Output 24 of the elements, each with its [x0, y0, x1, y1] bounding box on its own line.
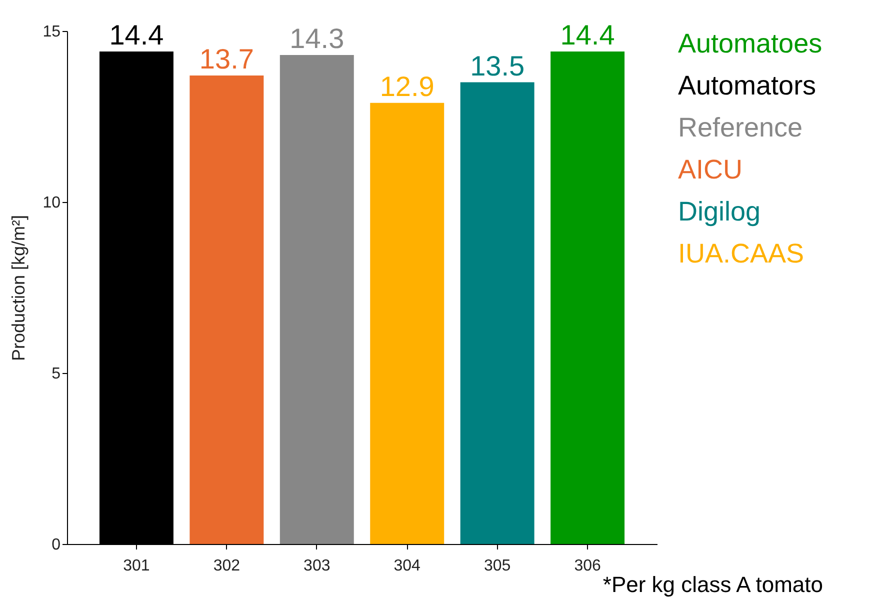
data-label: 12.9 [380, 70, 434, 102]
data-label: 14.3 [290, 22, 344, 54]
data-label: 13.7 [199, 43, 254, 74]
x-tick-label: 304 [394, 558, 421, 574]
text: Reference [678, 112, 803, 142]
x-tick-label: 305 [484, 558, 511, 574]
x-tick-label: 302 [213, 558, 240, 574]
data-label: 14.4 [560, 20, 615, 51]
series-label: Automatoes [678, 28, 822, 58]
y-tick-label: 0 [52, 536, 61, 554]
y-axis-title: Production [kg/m²] [8, 214, 29, 362]
y-tick-label: 15 [42, 24, 61, 40]
x-tick-label: 303 [304, 558, 330, 574]
data-label: 13.5 [470, 50, 525, 82]
text: AICU [678, 154, 743, 184]
y-tick-label: 10 [42, 194, 61, 212]
text: IUA.CAAS [678, 238, 804, 268]
text: *Per kg class A tomato [602, 572, 823, 597]
y-tick-label: 5 [52, 366, 61, 382]
data-label: 14.4 [109, 20, 164, 51]
text: Automators [678, 70, 816, 100]
text: Digilog [678, 196, 761, 226]
x-tick-label: 301 [123, 558, 150, 574]
x-tick-label: 306 [574, 558, 601, 574]
